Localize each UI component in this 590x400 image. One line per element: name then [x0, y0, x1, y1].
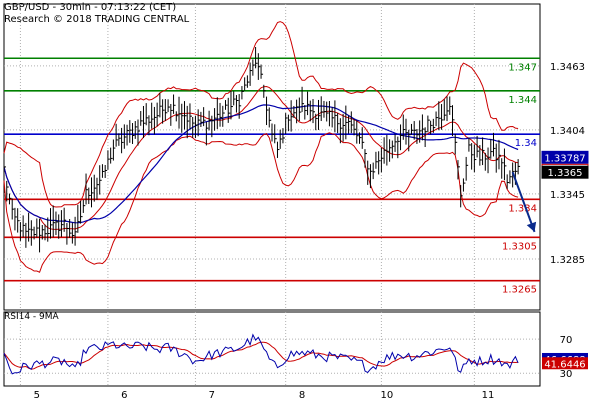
x-tick-label: 11	[482, 390, 495, 400]
price-tag-box	[541, 150, 589, 164]
level-label: 1.347	[508, 62, 537, 73]
y-tick-label: 1.3463	[550, 62, 585, 73]
upper-band	[3, 21, 519, 208]
x-tick-label: 8	[299, 390, 305, 400]
y-tick-label: 1.3345	[550, 190, 585, 201]
level-label: 1.3265	[502, 285, 537, 296]
lower-band	[3, 132, 519, 273]
price-tag-label: 1.33787	[544, 153, 585, 164]
price-tag-label: 1.3365	[548, 168, 583, 179]
level-label: 1.34	[515, 138, 537, 149]
rsi-tag-box	[542, 357, 588, 370]
x-tick-label: 10	[380, 390, 393, 400]
level-label: 1.334	[508, 203, 537, 214]
x-tick-label: 6	[121, 390, 127, 400]
rsi-tick-label: 70	[560, 335, 573, 346]
x-tick-label: 5	[34, 390, 40, 400]
rsi-line	[3, 333, 519, 375]
level-label: 1.3305	[502, 241, 537, 252]
chart-title: GBP/USD - 30min - 07:13:22 (CET)	[4, 2, 177, 13]
price-panel-frame	[3, 3, 541, 311]
forecast-arrow-head	[526, 221, 537, 232]
level-label: 1.344	[508, 95, 537, 106]
ma-short-line	[3, 85, 519, 230]
x-tick-label: 7	[209, 390, 215, 400]
rsi-tick-label: 30	[560, 369, 573, 380]
y-tick-label: 1.3285	[550, 255, 585, 266]
rsi-title: RSI14 - 9MA	[4, 312, 59, 322]
y-tick-label: 1.3404	[550, 126, 585, 137]
forecast-arrow-line	[511, 171, 536, 233]
chart-copyright: Research © 2018 TRADING CENTRAL	[4, 14, 190, 25]
rsi-tag-label: 41.6446	[544, 359, 585, 370]
rsi-panel-frame	[3, 311, 541, 387]
price-tag-box	[541, 165, 589, 179]
ma-long-line	[3, 104, 519, 224]
